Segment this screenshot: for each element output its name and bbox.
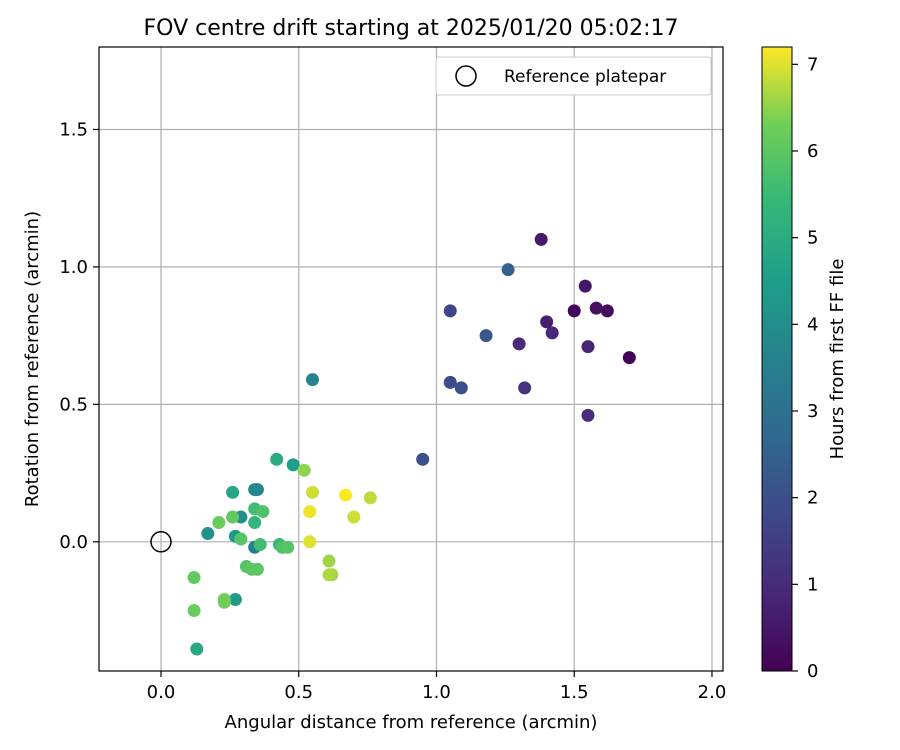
data-point — [253, 538, 267, 552]
x-tick-label: 2.0 — [698, 682, 727, 703]
data-point — [518, 381, 532, 395]
data-point — [545, 326, 559, 340]
data-point — [578, 279, 592, 293]
y-tick-label: 1.0 — [59, 257, 88, 278]
data-point — [416, 452, 430, 466]
plot-frame — [98, 46, 724, 672]
data-point — [187, 604, 201, 618]
data-point — [581, 408, 595, 422]
data-point — [567, 304, 581, 318]
colorbar-tick-label: 5 — [807, 228, 818, 249]
x-tick-label: 0.0 — [147, 682, 176, 703]
data-point — [281, 540, 295, 554]
y-axis-label: Rotation from reference (arcmin) — [22, 211, 43, 507]
colorbar-tick-label: 1 — [807, 574, 818, 595]
data-point — [201, 527, 215, 541]
x-axis-label: Angular distance from reference (arcmin) — [225, 712, 598, 733]
legend-box — [435, 56, 712, 96]
data-point — [256, 505, 270, 519]
legend: Reference platepar — [435, 56, 712, 96]
data-point — [322, 554, 336, 568]
x-tick-label: 1.0 — [422, 682, 451, 703]
colorbar-frame — [761, 46, 793, 672]
reference-marker-layer — [150, 531, 172, 553]
data-point — [479, 329, 493, 343]
data-point — [581, 340, 595, 354]
data-point — [228, 593, 242, 607]
colorbar: 0 1 2 3 4 5 6 7 Hours from first FF file — [761, 46, 848, 682]
data-point — [512, 337, 526, 351]
data-point — [600, 304, 614, 318]
y-tick-label: 1.5 — [59, 119, 88, 140]
data-point — [443, 304, 457, 318]
data-point — [589, 301, 603, 315]
data-point — [306, 373, 320, 387]
data-point — [217, 595, 231, 609]
data-point — [250, 562, 264, 576]
data-point — [443, 375, 457, 389]
data-point — [622, 351, 636, 365]
data-point — [234, 532, 248, 546]
y-axis-ticks: 0.0 0.5 1.0 1.5 — [59, 119, 99, 553]
data-point — [303, 505, 317, 519]
data-point — [270, 452, 284, 466]
legend-marker — [455, 65, 477, 87]
scatter-points — [187, 232, 636, 656]
colorbar-tick-label: 0 — [807, 661, 818, 682]
y-tick-label: 0.5 — [59, 394, 88, 415]
data-point — [322, 568, 336, 582]
x-tick-label: 1.5 — [560, 682, 589, 703]
colorbar-gradient — [762, 47, 792, 671]
data-point — [454, 381, 468, 395]
colorbar-tick-label: 7 — [807, 54, 818, 75]
data-point — [540, 315, 554, 329]
data-point — [347, 510, 361, 524]
data-point — [286, 458, 300, 472]
colorbar-label: Hours from first FF file — [827, 259, 848, 460]
data-point — [212, 516, 226, 530]
colorbar-ticks: 0 1 2 3 4 5 6 7 — [792, 54, 818, 682]
data-point — [297, 463, 311, 477]
data-point — [248, 516, 262, 530]
data-point — [363, 491, 377, 505]
colorbar-tick-label: 6 — [807, 141, 818, 162]
chart-title: FOV centre drift starting at 2025/01/20 … — [144, 16, 679, 41]
data-point — [226, 485, 240, 499]
grid-lines — [99, 47, 723, 671]
colorbar-tick-label: 2 — [807, 488, 818, 509]
data-point — [248, 483, 262, 497]
y-tick-label: 0.0 — [59, 532, 88, 553]
data-point — [306, 485, 320, 499]
colorbar-tick-label: 3 — [807, 401, 818, 422]
x-axis-ticks: 0.0 0.5 1.0 1.5 2.0 — [147, 671, 727, 703]
data-point — [187, 571, 201, 585]
data-point — [501, 263, 515, 277]
reference-platepar-marker — [150, 531, 172, 553]
data-point — [339, 488, 353, 502]
x-tick-label: 0.5 — [284, 682, 313, 703]
legend-label: Reference platepar — [504, 67, 666, 87]
data-point — [534, 232, 548, 246]
data-point — [303, 535, 317, 549]
colorbar-tick-label: 4 — [807, 314, 818, 335]
data-point — [190, 642, 204, 656]
data-point — [226, 510, 240, 524]
